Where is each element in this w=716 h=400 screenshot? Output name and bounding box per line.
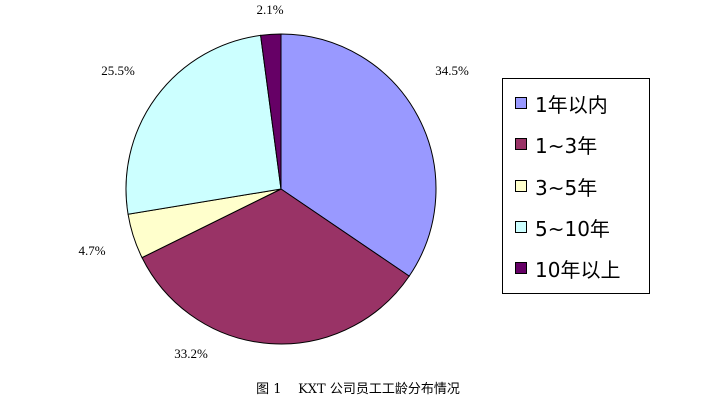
pie-label-5: 2.1% <box>256 2 283 17</box>
pie-label-3: 4.7% <box>78 243 105 258</box>
legend-item-1: 1年以内 <box>515 89 608 117</box>
legend-label-5: 10年以上 <box>535 257 621 282</box>
legend-swatch-4 <box>515 221 527 233</box>
legend-label-4: 5~10年 <box>535 216 610 241</box>
pie-label-4: 25.5% <box>101 63 135 78</box>
legend-swatch-2 <box>515 138 527 150</box>
pie-labels: 34.5% 33.2% 4.7% 25.5% 2.1% <box>78 2 469 361</box>
pie-slice-4 <box>125 34 282 215</box>
legend-label-1: 1年以内 <box>535 92 608 117</box>
pie-slice-5 <box>260 33 282 190</box>
figure-caption: 图 1 KXT 公司员工工龄分布情况 <box>256 382 460 397</box>
legend-swatch-5 <box>515 262 527 274</box>
pie-label-1: 34.5% <box>435 63 469 78</box>
pie-slice-1 <box>280 33 437 277</box>
legend-item-3: 3~5年 <box>515 172 597 200</box>
legend-swatch-1 <box>515 97 527 109</box>
legend-item-2: 1~3年 <box>515 130 597 158</box>
legend-label-3: 3~5年 <box>535 175 598 200</box>
pie-slices <box>125 33 437 345</box>
legend: 1年以内 1~3年 3~5年 5~10年 10年以上 <box>502 78 650 294</box>
pie-label-2: 33.2% <box>174 346 208 361</box>
legend-item-5: 10年以上 <box>515 254 620 282</box>
legend-label-2: 1~3年 <box>535 133 598 158</box>
pie-slice-2 <box>141 188 410 345</box>
legend-item-4: 5~10年 <box>515 213 610 241</box>
legend-swatch-3 <box>515 180 527 192</box>
